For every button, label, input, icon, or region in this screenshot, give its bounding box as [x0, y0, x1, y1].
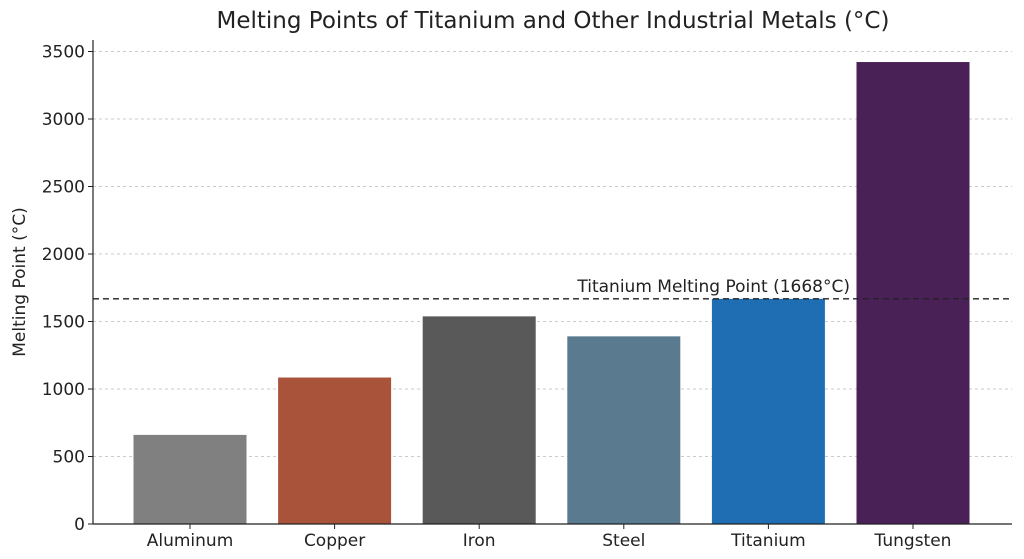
x-tick-label: Titanium: [730, 531, 806, 551]
bar-titanium: [711, 298, 825, 524]
x-tick-label: Tungsten: [874, 531, 952, 551]
x-tick-label: Aluminum: [147, 531, 234, 551]
bar-steel: [567, 336, 681, 524]
y-tick-label: 2500: [42, 178, 85, 198]
x-tick-label: Steel: [602, 531, 645, 551]
y-ticks: 0 500 1000 1500 2000 2500 3000 3500: [42, 43, 93, 535]
bar-aluminum: [133, 434, 247, 524]
y-tick-label: 3500: [42, 43, 85, 63]
y-tick-label: 500: [53, 448, 85, 468]
x-tick-label: Copper: [304, 531, 365, 551]
y-tick-label: 1000: [42, 380, 85, 400]
bars: [133, 62, 970, 524]
x-ticks: Aluminum Copper Iron Steel Titanium Tungsten: [147, 524, 952, 551]
bar-copper: [278, 377, 392, 524]
y-tick-label: 2000: [42, 245, 85, 265]
bar-tungsten: [856, 62, 970, 524]
reference-line-label: Titanium Melting Point (1668°C): [576, 277, 850, 297]
chart-title: Melting Points of Titanium and Other Ind…: [217, 8, 890, 34]
x-tick-label: Iron: [463, 531, 496, 551]
bar-iron: [422, 316, 536, 524]
y-tick-label: 0: [74, 515, 85, 535]
y-tick-label: 1500: [42, 313, 85, 333]
reference-line-group: Titanium Melting Point (1668°C): [93, 277, 1012, 300]
y-tick-label: 3000: [42, 110, 85, 130]
y-axis-label: Melting Point (°C): [10, 207, 30, 356]
